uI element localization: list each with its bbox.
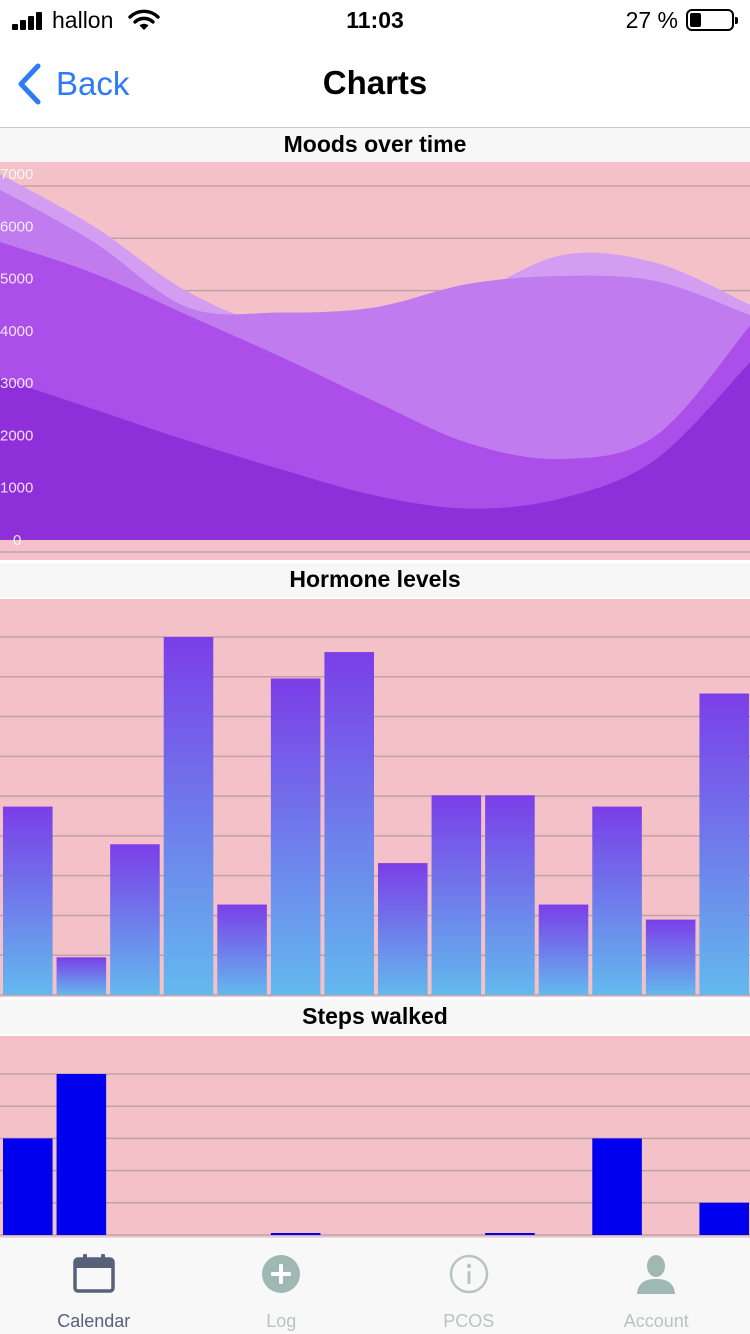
back-button[interactable]: Back [16,62,129,106]
hormone-bar-1 [3,806,53,995]
steps-chart-title: Steps walked [0,1000,750,1034]
moods-y-tick-label: 6000 [0,218,33,235]
wifi-icon [128,9,160,30]
tab-account-label: Account [623,1311,689,1331]
hormone-bar-12 [592,806,642,995]
tab-bar: Calendar Log PCOS Account [0,1237,750,1334]
hormone-bar-3 [110,844,160,995]
signal-strength-icon [12,12,46,30]
battery-percentage: 27 % [625,7,678,33]
tab-pcos-label: PCOS [443,1311,495,1331]
steps-bar-2 [56,1074,107,1235]
moods-area-chart: 0 1000 2000 3000 4000 5000 6000 7000 [0,166,750,560]
moods-y-tick-label: 1000 [0,480,33,497]
moods-chart-title: Moods over time [0,128,750,162]
moods-y-tick-label: 7000 [0,166,33,183]
back-label: Back [56,65,130,102]
moods-chart: 0 1000 2000 3000 4000 5000 6000 7000 [0,162,750,560]
steps-bar-10 [485,1233,535,1235]
person-icon [637,1255,676,1294]
moods-plot-footer [0,540,750,560]
hormone-bar-2 [56,957,107,995]
hormone-bar-14 [699,693,749,995]
tab-log[interactable]: Log [188,1238,376,1334]
tab-log-label: Log [266,1311,297,1331]
info-circle-icon [449,1254,488,1294]
hormone-bar-11 [538,904,589,995]
moods-y-tick-label: 4000 [0,323,33,340]
battery-icon [686,9,738,31]
steps-bar-12 [592,1138,642,1235]
steps-bar-6 [270,1233,321,1235]
hormone-bar-13 [645,919,696,995]
chevron-left-icon [18,63,41,105]
status-bar: hallon 11:03 27 % [0,0,750,40]
hormone-bar-10 [485,795,535,995]
steps-chart [0,1036,750,1237]
calendar-icon [73,1254,115,1293]
hormone-chart-title: Hormone levels [0,563,750,597]
tab-pcos[interactable]: PCOS [375,1238,563,1334]
steps-bar-chart [0,1073,750,1236]
tab-calendar-label: Calendar [57,1311,131,1331]
moods-y-tick-label: 2000 [0,427,33,444]
steps-bar-1 [3,1138,53,1235]
plus-circle-icon [262,1255,301,1293]
moods-y-tick-label: 5000 [0,271,33,288]
tab-calendar[interactable]: Calendar [0,1238,188,1334]
hormone-bar-5 [217,904,267,995]
navigation-bar: Back Charts [0,40,750,128]
moods-area-series-1 [0,362,750,540]
steps-bar-14 [699,1202,749,1235]
hormone-bar-chart [0,636,750,996]
hormone-bar-6 [270,678,321,995]
moods-y-tick-label: 0 [13,532,21,549]
carrier-name: hallon [52,7,114,33]
hormone-bar-8 [378,863,428,995]
moods-y-tick-label: 3000 [0,375,33,392]
hormone-chart [0,599,750,997]
hormone-bar-7 [324,652,374,995]
hormone-bar-9 [431,795,482,995]
hormone-bar-4 [163,637,214,995]
tab-account[interactable]: Account [563,1238,750,1334]
